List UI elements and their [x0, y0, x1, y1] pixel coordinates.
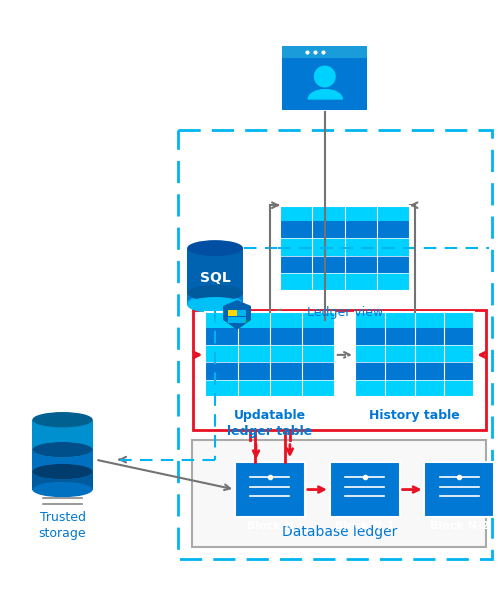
Text: Ledger view: Ledger view [306, 306, 383, 319]
Polygon shape [32, 419, 92, 450]
FancyBboxPatch shape [280, 221, 409, 238]
Ellipse shape [32, 464, 92, 479]
FancyBboxPatch shape [228, 310, 236, 316]
Ellipse shape [32, 412, 92, 427]
FancyBboxPatch shape [354, 362, 474, 380]
Text: Block N-2: Block N-2 [430, 521, 489, 531]
FancyBboxPatch shape [424, 462, 494, 517]
Text: Updatable
ledger table: Updatable ledger table [228, 409, 312, 438]
Text: Trusted
storage: Trusted storage [38, 512, 86, 540]
Text: Block N: Block N [246, 521, 294, 531]
FancyBboxPatch shape [228, 317, 236, 323]
FancyBboxPatch shape [280, 206, 409, 221]
Polygon shape [223, 300, 251, 330]
FancyBboxPatch shape [205, 345, 335, 362]
FancyBboxPatch shape [280, 255, 409, 273]
Circle shape [314, 65, 336, 87]
Ellipse shape [32, 442, 92, 457]
Ellipse shape [32, 464, 92, 479]
FancyBboxPatch shape [354, 380, 474, 397]
Ellipse shape [187, 285, 243, 301]
FancyBboxPatch shape [205, 362, 335, 380]
Text: ✓: ✓ [244, 319, 250, 325]
FancyBboxPatch shape [354, 345, 474, 362]
Polygon shape [32, 450, 92, 471]
Ellipse shape [187, 295, 243, 311]
Text: Block N-1: Block N-1 [335, 521, 394, 531]
Ellipse shape [187, 297, 243, 313]
FancyBboxPatch shape [205, 327, 335, 345]
FancyBboxPatch shape [280, 238, 409, 255]
Text: History table: History table [369, 409, 460, 422]
Ellipse shape [32, 442, 92, 457]
Text: Database ledger: Database ledger [282, 526, 397, 539]
FancyBboxPatch shape [237, 310, 246, 316]
Text: SQL: SQL [200, 271, 230, 285]
FancyBboxPatch shape [192, 440, 486, 548]
FancyBboxPatch shape [237, 317, 246, 323]
Polygon shape [187, 248, 243, 303]
FancyBboxPatch shape [280, 273, 409, 290]
Ellipse shape [187, 240, 243, 256]
FancyBboxPatch shape [354, 313, 474, 327]
FancyBboxPatch shape [330, 462, 400, 517]
Polygon shape [187, 293, 243, 305]
FancyBboxPatch shape [354, 327, 474, 345]
FancyBboxPatch shape [205, 380, 335, 397]
Polygon shape [32, 471, 92, 490]
FancyBboxPatch shape [205, 313, 335, 327]
FancyBboxPatch shape [282, 45, 367, 58]
FancyBboxPatch shape [282, 45, 367, 110]
FancyBboxPatch shape [235, 462, 305, 517]
Ellipse shape [32, 482, 92, 497]
